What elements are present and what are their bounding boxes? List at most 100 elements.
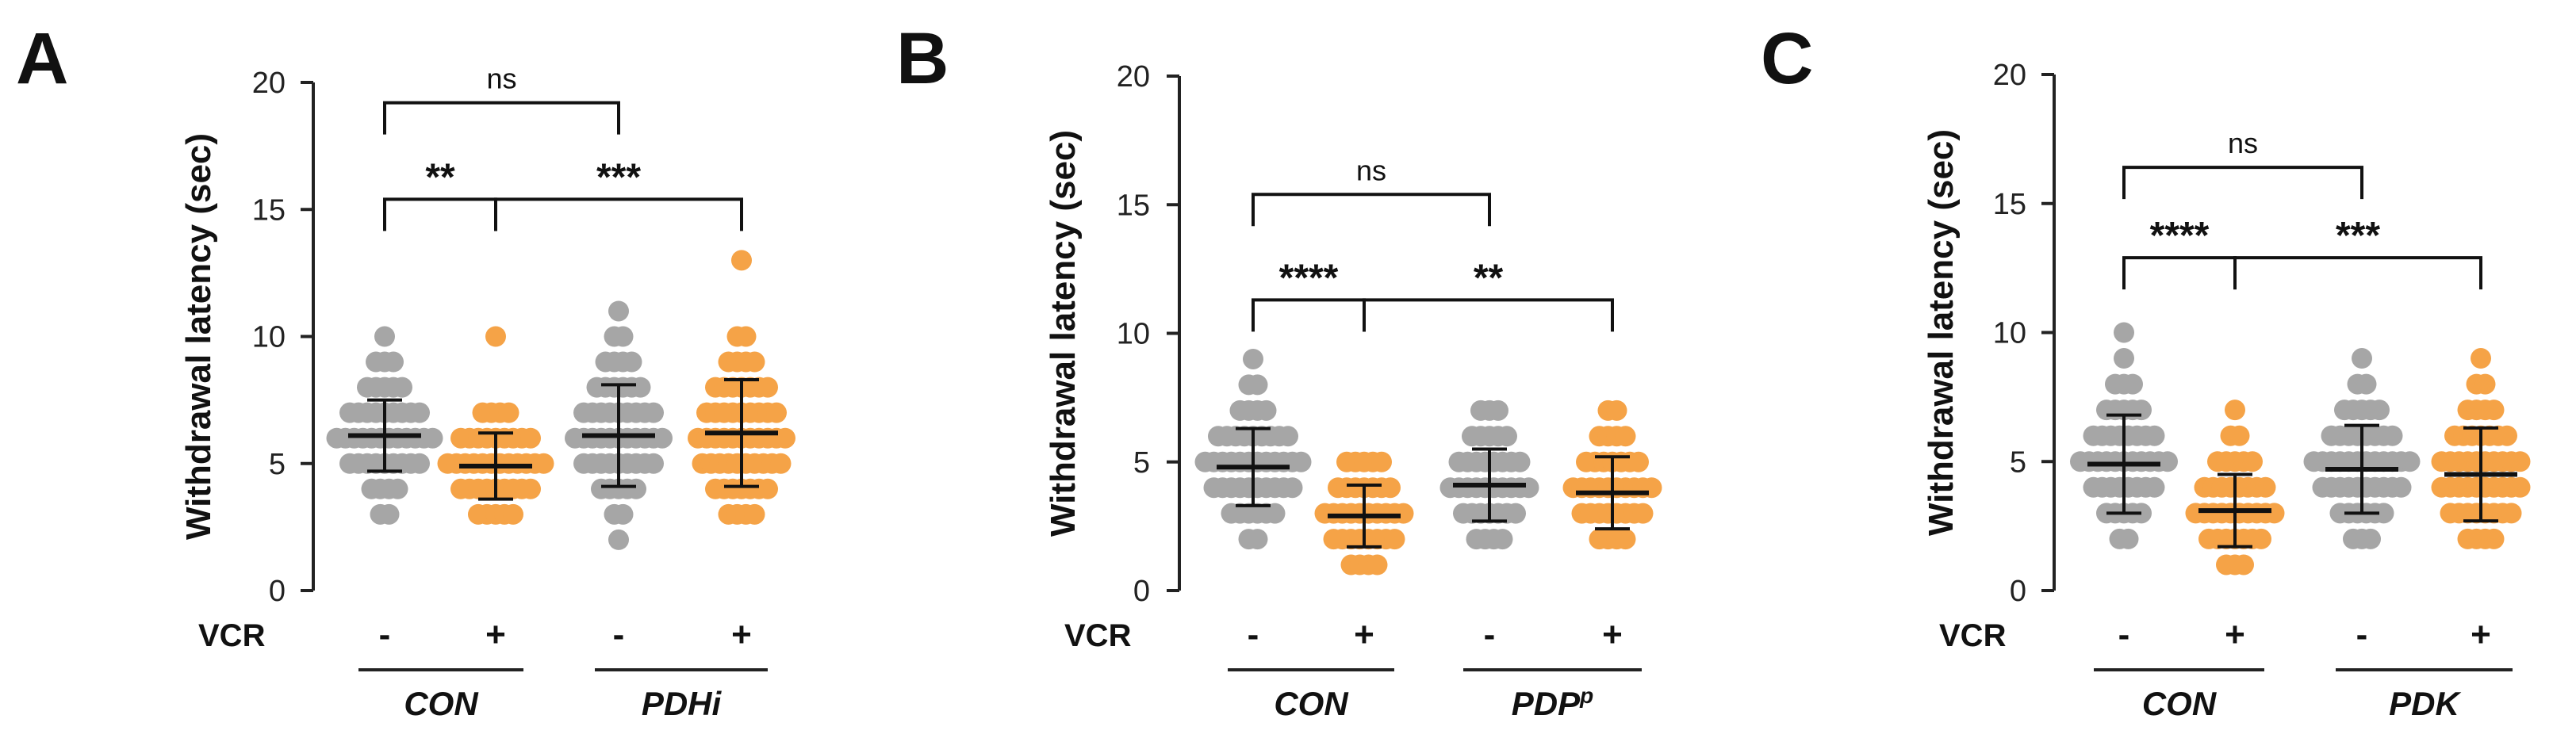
data-point	[775, 427, 795, 449]
treatment-sign: -	[2118, 615, 2130, 654]
data-point	[520, 478, 541, 499]
y-tick-label: 20	[1993, 59, 2026, 92]
data-point	[1488, 400, 1508, 421]
series-4	[688, 250, 795, 525]
data-point	[409, 453, 430, 474]
data-point	[608, 300, 629, 322]
data-point	[2360, 528, 2381, 549]
data-point	[2399, 451, 2421, 472]
y-tick-label: 0	[1133, 575, 1150, 608]
data-point	[735, 326, 757, 347]
data-point	[2114, 348, 2134, 369]
data-point	[2233, 554, 2254, 575]
group-label: PDPp	[1512, 683, 1593, 723]
data-point	[2509, 451, 2531, 472]
data-point	[2255, 476, 2276, 498]
series-3	[565, 300, 673, 550]
treatment-label: VCR	[1064, 618, 1132, 653]
data-point	[1518, 477, 1539, 499]
treatment-label: VCR	[1939, 618, 2007, 653]
y-tick-label: 5	[2010, 445, 2026, 479]
data-point	[2157, 451, 2178, 472]
significance-label: ns	[1356, 154, 1386, 186]
treatment-sign: +	[485, 615, 506, 654]
y-tick-label: 20	[1117, 60, 1150, 94]
data-point	[2114, 322, 2134, 343]
y-axis-label: Withdrawal latency (sec)	[1922, 129, 1961, 536]
significance-bracket	[494, 197, 743, 231]
data-point	[2122, 373, 2143, 395]
y-tick-label: 0	[2010, 575, 2026, 608]
data-point	[1384, 529, 1405, 550]
treatment-label: VCR	[198, 618, 266, 653]
data-point	[2251, 528, 2271, 549]
significance-bracket	[1252, 193, 1491, 227]
data-point	[626, 478, 646, 499]
significance-bracket	[2122, 166, 2363, 200]
group-label: PDHi	[642, 685, 723, 722]
data-point	[409, 402, 430, 423]
treatment-sign: -	[379, 615, 391, 654]
data-point	[2509, 476, 2531, 498]
data-point	[392, 377, 412, 398]
data-point	[2382, 425, 2403, 446]
significance-bracket	[383, 101, 620, 135]
data-point	[503, 503, 523, 525]
data-point	[643, 402, 664, 423]
series-2	[437, 326, 554, 525]
data-point	[608, 529, 629, 550]
significance-label: ns	[2228, 127, 2258, 159]
data-point	[757, 377, 778, 398]
group-label: CON	[2142, 685, 2218, 722]
group-label: CON	[404, 685, 479, 722]
y-tick-label: 10	[1993, 317, 2026, 350]
data-point	[2483, 400, 2505, 421]
y-tick-label: 15	[252, 193, 286, 227]
data-point	[731, 250, 752, 271]
data-point	[1247, 374, 1268, 396]
significance-label: **	[425, 156, 455, 198]
series-1	[2070, 322, 2178, 549]
group-label: PDK	[2389, 685, 2461, 722]
panel-letter: C	[1761, 18, 1813, 99]
series-4	[2431, 348, 2531, 549]
y-axis-label: Withdrawal latency (sec)	[1044, 130, 1083, 537]
data-point	[1243, 348, 1263, 369]
panel-letter: A	[16, 18, 68, 99]
significance-label: ns	[486, 63, 516, 95]
data-point	[612, 503, 634, 525]
data-point	[1247, 529, 1268, 550]
panel-letter: B	[896, 18, 949, 99]
data-point	[383, 351, 404, 373]
y-tick-label: 20	[252, 67, 286, 100]
y-tick-label: 15	[1993, 188, 2026, 221]
treatment-sign: -	[1484, 615, 1496, 654]
data-point	[744, 351, 765, 373]
data-point	[1509, 451, 1531, 472]
significance-label: **	[1474, 257, 1504, 299]
data-point	[744, 503, 765, 525]
data-point	[2242, 451, 2263, 472]
data-point	[2352, 348, 2372, 369]
y-tick-label: 10	[1117, 318, 1150, 351]
data-point	[2483, 528, 2505, 549]
y-tick-label: 5	[1133, 446, 1150, 480]
significance-label: ***	[596, 156, 641, 198]
data-point	[1371, 451, 1392, 472]
data-point	[2501, 503, 2522, 524]
data-point	[1255, 400, 1277, 421]
y-tick-label: 0	[269, 575, 286, 608]
data-point	[621, 351, 642, 373]
data-point	[2229, 425, 2250, 446]
data-point	[1606, 400, 1627, 421]
data-point	[2474, 373, 2496, 395]
data-point	[2369, 400, 2390, 421]
treatment-sign: +	[1354, 615, 1374, 654]
data-point	[1615, 426, 1636, 447]
y-tick-label: 10	[252, 321, 286, 354]
data-point	[652, 427, 673, 449]
data-point	[374, 326, 395, 347]
series-1	[326, 326, 443, 525]
